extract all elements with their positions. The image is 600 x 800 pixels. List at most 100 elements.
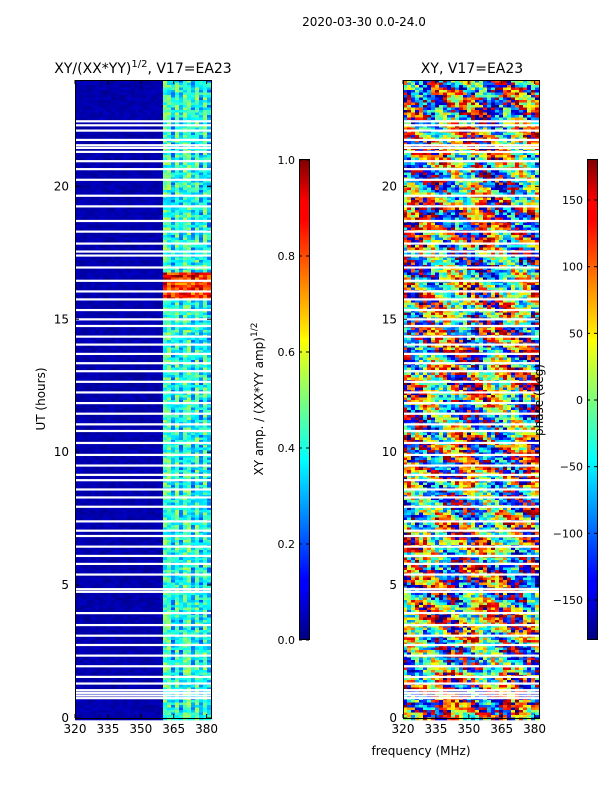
- heatmap-cell: [131, 247, 136, 251]
- heatmap-cell: [111, 312, 116, 316]
- heatmap-cell: [199, 182, 204, 186]
- heatmap-cell: [179, 267, 184, 271]
- heatmap-cell: [115, 420, 120, 423]
- heatmap-cell: [187, 300, 192, 303]
- heatmap-cell: [163, 275, 168, 278]
- heatmap-cell: [179, 252, 184, 256]
- heatmap-cell: [183, 322, 188, 326]
- heatmap-cell: [103, 105, 108, 108]
- heatmap-cell: [199, 332, 204, 336]
- heatmap-cell: [147, 300, 152, 303]
- heatmap-cell: [163, 127, 168, 131]
- heatmap-cell: [127, 432, 132, 436]
- heatmap-cell: [139, 105, 144, 108]
- heatmap-cell: [115, 392, 120, 396]
- heatmap-cell: [175, 292, 180, 296]
- heatmap-cell: [91, 262, 96, 266]
- heatmap-cell: [115, 112, 120, 116]
- heatmap-cell: [191, 87, 196, 91]
- heatmap-cell: [119, 247, 124, 251]
- heatmap-cell: [123, 200, 128, 203]
- heatmap-cell: [127, 360, 132, 363]
- heatmap-cell: [91, 172, 96, 176]
- heatmap-cell: [183, 385, 188, 388]
- heatmap-cell: [131, 200, 136, 203]
- heatmap-cell: [79, 172, 84, 176]
- heatmap-cell: [115, 272, 120, 276]
- heatmap-cell: [107, 360, 112, 363]
- heatmap-cell: [123, 417, 128, 421]
- heatmap-cell: [179, 157, 184, 161]
- heatmap-cell: [139, 382, 144, 386]
- heatmap-cell: [159, 92, 164, 96]
- heatmap-cell: [119, 420, 124, 423]
- heatmap-cell: [183, 157, 188, 161]
- heatmap-cell: [115, 372, 120, 376]
- heatmap-cell: [91, 282, 96, 286]
- heatmap-cell: [103, 247, 108, 251]
- heatmap-cell: [155, 310, 160, 313]
- heatmap-cell: [155, 102, 160, 106]
- heatmap-cell: [207, 355, 212, 358]
- heatmap-cell: [115, 212, 120, 216]
- heatmap-cell: [175, 337, 180, 341]
- heatmap-cell: [195, 365, 200, 368]
- heatmap-cell: [87, 340, 92, 343]
- heatmap-cell: [175, 225, 180, 228]
- heatmap-cell: [175, 95, 180, 98]
- heatmap-cell: [151, 300, 156, 303]
- heatmap-cell: [183, 365, 188, 368]
- heatmap-cell: [111, 355, 116, 358]
- heatmap-cell: [115, 90, 120, 93]
- heatmap-cell: [163, 435, 168, 438]
- heatmap-cell: [159, 82, 164, 86]
- heatmap-cell: [163, 262, 168, 266]
- heatmap-cell: [95, 277, 100, 281]
- heatmap-cell: [135, 367, 140, 371]
- heatmap-cell: [107, 262, 112, 266]
- heatmap-cell: [203, 200, 208, 203]
- heatmap-cell: [99, 375, 104, 378]
- heatmap-cell: [79, 265, 84, 268]
- heatmap-cell: [127, 295, 132, 298]
- heatmap-cell: [163, 315, 168, 318]
- heatmap-cell: [175, 115, 180, 118]
- heatmap-cell: [159, 182, 164, 186]
- heatmap-cell: [119, 132, 124, 136]
- heatmap-cell: [127, 385, 132, 388]
- heatmap-cell: [87, 425, 92, 428]
- heatmap-cell: [79, 350, 84, 353]
- heatmap-cell: [87, 135, 92, 138]
- heatmap-cell: [99, 235, 104, 238]
- heatmap-cell: [91, 322, 96, 326]
- heatmap-cell: [151, 337, 156, 341]
- heatmap-cell: [159, 175, 164, 178]
- heatmap-cell: [175, 127, 180, 131]
- heatmap-cell: [187, 172, 192, 176]
- heatmap-cell: [163, 162, 168, 166]
- heatmap-cell: [119, 292, 124, 296]
- heatmap-cell: [199, 257, 204, 261]
- heatmap-cell: [111, 272, 116, 276]
- heatmap-cell: [103, 90, 108, 93]
- heatmap-cell: [99, 277, 104, 281]
- heatmap-cell: [187, 417, 192, 421]
- heatmap-cell: [187, 240, 192, 243]
- heatmap-cell: [135, 300, 140, 303]
- heatmap-cell: [143, 262, 148, 266]
- heatmap-cell: [203, 240, 208, 243]
- heatmap-cell: [203, 237, 208, 241]
- heatmap-cell: [107, 95, 112, 98]
- heatmap-cell: [79, 110, 84, 113]
- heatmap-cell: [159, 235, 164, 238]
- heatmap-cell: [151, 175, 156, 178]
- heatmap-cell: [139, 425, 144, 428]
- heatmap-cell: [131, 185, 136, 188]
- heatmap-cell: [187, 182, 192, 186]
- heatmap-cell: [147, 80, 152, 83]
- heatmap-cell: [207, 320, 212, 323]
- heatmap-cell: [103, 330, 108, 333]
- heatmap-cell: [91, 175, 96, 178]
- heatmap-cell: [127, 165, 132, 168]
- heatmap-cell: [179, 350, 184, 353]
